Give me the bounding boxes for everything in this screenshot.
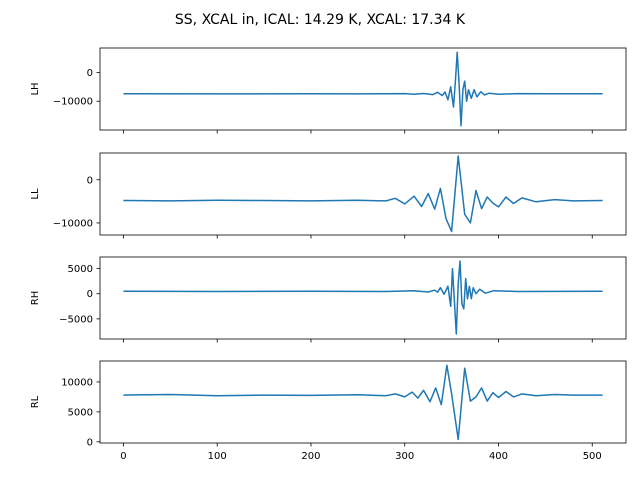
panel-lh: 0 −10000 LH xyxy=(30,47,627,134)
y-tick-label: 0 xyxy=(87,289,93,300)
x-tick-label: 200 xyxy=(301,451,320,462)
series-line-rl xyxy=(123,364,603,441)
panel-ll: 0 −10000 LL xyxy=(30,152,627,239)
y-tick-label: 5000 xyxy=(68,264,93,275)
axes-frame xyxy=(99,47,627,131)
y-tick-label: 0 xyxy=(87,175,93,186)
series-line-rh xyxy=(123,260,603,335)
y-axis-label-lh: LH xyxy=(30,82,41,95)
y-tick-label: 5000 xyxy=(68,407,93,418)
y-tick-label: 0 xyxy=(87,68,93,79)
x-tick-label: 0 xyxy=(120,451,126,462)
series-line-ll xyxy=(123,155,603,233)
y-tick-label: −10000 xyxy=(53,218,93,229)
series-line-lh xyxy=(123,51,603,127)
panel-rh: 5000 0 −5000 RH xyxy=(30,256,627,343)
y-axis-label-rl: RL xyxy=(30,395,41,408)
y-axis-label-rh: RH xyxy=(30,291,41,305)
x-tick-label: 400 xyxy=(489,451,508,462)
y-tick-label: −10000 xyxy=(53,97,93,108)
x-tick-label: 500 xyxy=(583,451,602,462)
axes-frame xyxy=(99,360,627,444)
y-tick-label: −5000 xyxy=(59,314,93,325)
axes-frame xyxy=(99,256,627,340)
axes-frame xyxy=(99,152,627,236)
y-tick-label: 0 xyxy=(87,437,93,448)
y-axis-label-ll: LL xyxy=(30,188,41,200)
x-tick-label: 300 xyxy=(395,451,414,462)
y-tick-label: 10000 xyxy=(61,377,93,388)
x-tick-label: 100 xyxy=(208,451,227,462)
panels: 0−10000LH0−10000LL50000−5000RH1000050000… xyxy=(30,47,627,462)
figure-title: SS, XCAL in, ICAL: 14.29 K, XCAL: 17.34 … xyxy=(175,12,466,28)
panel-rl: 10000 5000 0 0 100 200 300 400 500 RL xyxy=(30,360,627,462)
